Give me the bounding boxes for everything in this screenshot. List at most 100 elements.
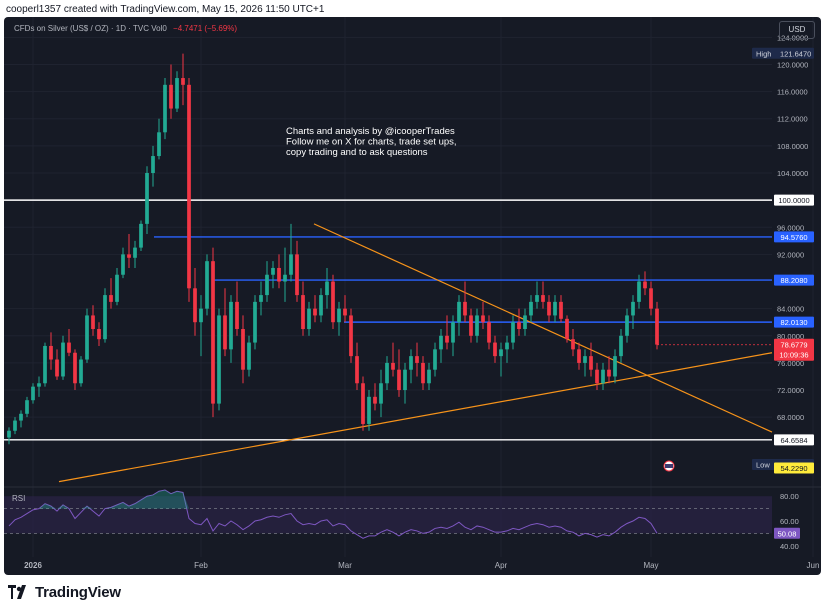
candle-body xyxy=(199,308,203,323)
chart-panel[interactable]: Charts and analysis by @icooperTrades Fol… xyxy=(4,17,821,575)
candle-body xyxy=(505,342,509,350)
candle-body xyxy=(253,301,257,343)
candle-body xyxy=(457,301,461,323)
rsi-line xyxy=(8,489,658,539)
level-price-tag-label: 94.5760 xyxy=(780,233,807,242)
price-chart-svg[interactable]: Charts and analysis by @icooperTradesFol… xyxy=(4,17,821,575)
candle-body xyxy=(121,254,125,275)
price-axis-tick-label: 80.0000 xyxy=(777,332,804,341)
candle-body xyxy=(163,84,167,133)
candle-body xyxy=(13,420,17,431)
candle-body xyxy=(523,315,527,329)
candle-body xyxy=(397,369,401,391)
candle-body xyxy=(529,301,533,316)
level-price-tag-label: 88.2080 xyxy=(780,276,807,285)
candle-body xyxy=(445,335,449,343)
candle-body xyxy=(91,315,95,329)
candle-body xyxy=(403,369,407,391)
candle-body xyxy=(49,345,53,360)
price-axis-tick-label: 120.0000 xyxy=(777,60,808,69)
price-axis-tick-label: 92.0000 xyxy=(777,250,804,259)
candle-body xyxy=(367,396,371,424)
created-with-line: cooperl1357 created with TradingView.com… xyxy=(6,4,325,15)
candle-body xyxy=(451,322,455,343)
level-price-tag xyxy=(774,231,814,243)
candle-body xyxy=(241,329,245,370)
candle-body xyxy=(265,274,269,296)
symbol-name: CFDs on Silver (US$ / OZ) · 1D · TVC xyxy=(14,24,149,33)
candle-body xyxy=(127,254,131,258)
candle-body xyxy=(577,349,581,363)
level-price-tag xyxy=(774,194,814,206)
price-axis-tick-label: 72.0000 xyxy=(777,386,804,395)
rsi-band xyxy=(4,496,772,534)
extreme-price-prefix: High xyxy=(756,49,771,58)
tradingview-logo-icon xyxy=(8,585,26,599)
price-axis-tick-label: 104.0000 xyxy=(777,169,808,178)
candle-body xyxy=(481,315,485,323)
candle-body xyxy=(229,301,233,350)
volume-label: Vol0 xyxy=(151,24,167,33)
candle-body xyxy=(547,301,551,316)
candle-body xyxy=(157,132,161,157)
candle-body xyxy=(553,301,557,316)
candle-body xyxy=(307,308,311,329)
time-axis-label: Mar xyxy=(338,561,352,570)
candle-body xyxy=(559,301,563,319)
candle-body xyxy=(427,369,431,384)
candle-body xyxy=(517,322,521,329)
candle-body xyxy=(565,318,569,340)
candle-body xyxy=(349,315,353,357)
symbol-legend[interactable]: CFDs on Silver (US$ / OZ) · 1D · TVC Vol… xyxy=(14,24,237,33)
time-axis-label: Apr xyxy=(495,561,508,570)
candle-body xyxy=(319,295,323,316)
candle-body xyxy=(439,335,443,350)
time-axis-label: May xyxy=(643,561,658,570)
candle-body xyxy=(589,356,593,370)
candle-body xyxy=(169,84,173,109)
tradingview-footer: TradingView xyxy=(8,582,121,602)
candle-body xyxy=(325,281,329,296)
price-change: −4.7471 (−5.69%) xyxy=(173,24,238,33)
tradingview-brand: TradingView xyxy=(35,583,121,601)
candle-body xyxy=(391,362,395,370)
candle-body xyxy=(637,281,641,302)
price-axis-tick-label: 124.0000 xyxy=(777,33,808,42)
price-axis-tick-label: 76.0000 xyxy=(777,359,804,368)
extreme-price-label: 121.6470 xyxy=(780,49,811,58)
candle-body xyxy=(535,295,539,302)
candle-body xyxy=(337,308,341,323)
candle-body xyxy=(625,315,629,336)
candle-body xyxy=(7,430,11,438)
price-axis-tick-label: 96.0000 xyxy=(777,223,804,232)
candle-body xyxy=(67,342,71,353)
candle-body xyxy=(97,329,101,340)
annotation-text-line: copy trading and to ask questions xyxy=(286,147,428,158)
currency-button[interactable]: USD xyxy=(779,21,815,39)
candle-body xyxy=(73,352,77,384)
candle-body xyxy=(55,359,59,377)
annotation-text-line: Follow me on X for charts, trade set ups… xyxy=(286,137,457,148)
price-axis-tick-label: 68.0000 xyxy=(777,413,804,422)
candle-body xyxy=(139,223,143,248)
candle-body xyxy=(655,308,659,345)
candle-body xyxy=(421,362,425,384)
us-flag-icon-stripe xyxy=(665,464,673,468)
rsi-axis-tick-label: 60.00 xyxy=(780,517,799,526)
annotation-text-line: Charts and analysis by @icooperTrades xyxy=(286,126,455,137)
candle-body xyxy=(277,267,281,282)
candle-body xyxy=(331,281,335,323)
candle-body xyxy=(583,356,587,363)
candle-body xyxy=(469,315,473,336)
rsi-axis-tick-label: 40.00 xyxy=(780,542,799,551)
extreme-price-tag xyxy=(752,47,814,59)
candle-body xyxy=(37,383,41,387)
candle-body xyxy=(193,288,197,323)
candle-body xyxy=(31,386,35,401)
last-price-tag xyxy=(774,338,814,361)
candle-body xyxy=(301,295,305,329)
candle-body xyxy=(607,369,611,377)
candle-body xyxy=(145,173,149,224)
candle-body xyxy=(373,396,377,404)
candle-body xyxy=(19,413,23,421)
